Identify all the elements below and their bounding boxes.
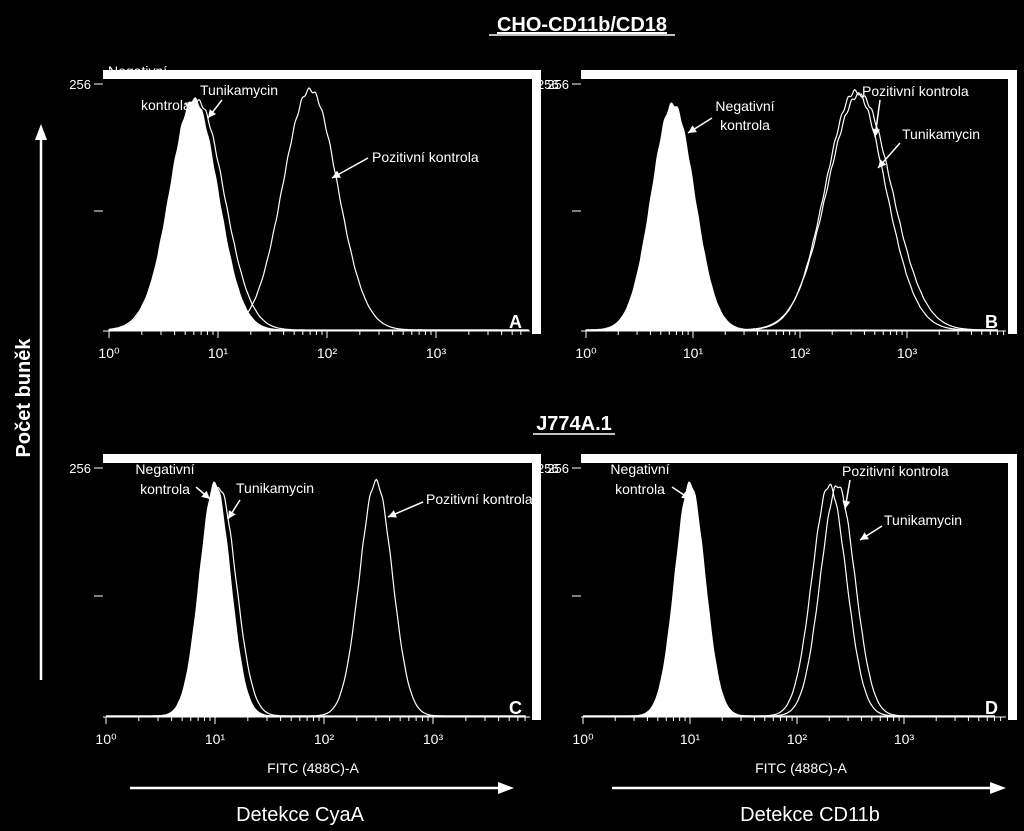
x-label-small-right: FITC (488C)-A (755, 760, 847, 776)
x-tick-label: 10² (317, 345, 338, 361)
histogram-pozitivni-kontrola (106, 478, 526, 717)
annotation-arrow-head (860, 532, 869, 540)
panel-frame-right (1008, 454, 1017, 720)
x-tick-label: 10³ (894, 731, 915, 747)
annotation-arrow-head (872, 128, 881, 137)
annotation-label: Pozitivní kontrola (862, 83, 969, 99)
annotation-label: kontrola (720, 117, 770, 133)
panel-letter: A (509, 312, 522, 332)
panel-frame-top (581, 454, 1016, 463)
panel-b: 256 10⁰ 10¹ 10² 10³ Negativní kontrola Pozitivn… (537, 70, 1017, 361)
annotation-arrow-head (228, 510, 236, 519)
annotation-label: Negativní (135, 461, 194, 477)
y-tick-label: 256 (69, 77, 91, 92)
x-tick-label: 10² (790, 345, 811, 361)
histogram-tunikamycin (106, 486, 526, 717)
histogram-negativni-kontrola (108, 96, 529, 331)
y-tick-label-overlap: 256 (537, 461, 559, 476)
x-label-right: Detekce CD11b (740, 804, 880, 826)
panel-frame-top (103, 454, 540, 463)
annotation-label: Tunikamycin (200, 82, 278, 98)
x-tick-label: 10¹ (680, 731, 701, 747)
annotation-label: Tunikamycin (884, 512, 962, 528)
x-tick-label: 10³ (897, 345, 918, 361)
x-tick-label: 10⁰ (572, 731, 594, 747)
group-heading-top: CHO-CD11b/CD18 (497, 14, 667, 36)
x-axis-arrow-left-head (498, 782, 514, 794)
y-tick-label: 256 (547, 77, 569, 92)
x-tick-label: 10⁰ (95, 731, 117, 747)
annotation-arrow-head (201, 490, 210, 499)
annotation-label: Pozitivní kontrola (842, 463, 949, 479)
panel-d: 256 10⁰ 10¹ 10² 10³ Negativní kontrola Pozitivn… (537, 454, 1017, 747)
x-label-small-left: FITC (488C)-A (267, 760, 359, 776)
annotation-arrow-head (842, 500, 851, 509)
annotation-arrow-head (878, 159, 887, 168)
panel-frame-right (532, 454, 541, 720)
x-tick-label: 10² (787, 731, 808, 747)
annotation-label: Pozitivní kontrola (372, 149, 479, 165)
panel-frame-top (103, 70, 540, 79)
panel-frame-top (581, 70, 1016, 79)
x-tick-label: 10⁰ (98, 345, 120, 361)
x-label-left: Detekce CyaA (236, 804, 364, 826)
histogram-pozitivni-kontrola (109, 87, 529, 331)
x-tick-label: 10¹ (205, 731, 226, 747)
annotation-label: Negativní (108, 63, 167, 79)
histogram-negativni-kontrola (585, 102, 998, 331)
x-axis-arrow-right-head (990, 782, 1006, 794)
annotation-arrow-head (388, 510, 397, 518)
annotation-label: kontrola (615, 481, 665, 497)
histogram-negativni-kontrola (106, 481, 526, 717)
x-tick-label: 10³ (423, 731, 444, 747)
annotation-label: Pozitivní kontrola (426, 491, 533, 507)
panel-letter: B (985, 312, 998, 332)
annotation-arrow-head (208, 109, 217, 118)
annotation-label: Negativní (610, 461, 669, 477)
x-tick-label: 10⁰ (575, 345, 597, 361)
y-tick-label: 256 (69, 461, 91, 476)
x-tick-label: 10¹ (683, 345, 704, 361)
histogram-tunikamycin (586, 91, 998, 331)
y-tick-label-overlap: 256 (537, 77, 559, 92)
annotation-arrow-head (688, 125, 697, 133)
panel-c: 256 10⁰ 10¹ 10² 10³ Negativní kontrola Tunikamy… (69, 454, 541, 747)
panel-frame-right (532, 70, 541, 334)
x-tick-label: 10³ (426, 345, 447, 361)
panel-letter: D (985, 698, 998, 718)
x-tick-label: 10² (314, 731, 335, 747)
group-heading-bottom: J774A.1 (536, 413, 612, 435)
histogram-tunikamycin (583, 485, 995, 717)
y-axis-label: Počet buněk (13, 338, 35, 458)
y-axis-arrow-head (35, 124, 47, 140)
y-tick-label: 256 (547, 461, 569, 476)
annotation-arrow-head (681, 491, 690, 499)
panel-letter: C (509, 698, 522, 718)
panel-a: 256 10⁰ 10¹ 10² 10³ Negativní kontrola Tunikamy… (69, 63, 541, 361)
annotation-label: kontrola (140, 481, 190, 497)
annotation-label: Negativní (715, 98, 774, 114)
x-tick-label: 10¹ (208, 345, 229, 361)
annotation-label: Tunikamycin (902, 126, 980, 142)
annotation-arrow-head (186, 104, 195, 113)
annotation-arrow-head (332, 170, 341, 178)
panel-frame-right (1008, 70, 1017, 334)
annotation-label: Tunikamycin (236, 480, 314, 496)
annotation-label: kontrola (141, 97, 191, 113)
